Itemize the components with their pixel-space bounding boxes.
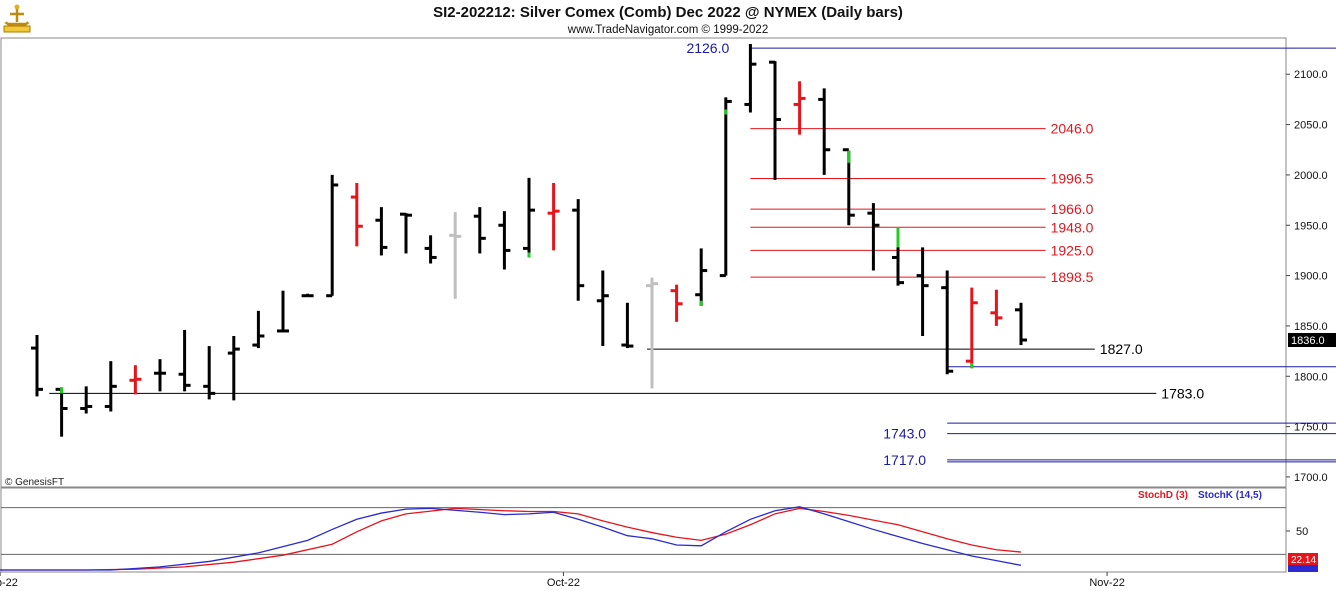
price-bar — [154, 359, 166, 392]
price-bar — [818, 88, 831, 175]
price-bar — [80, 386, 93, 414]
price-bar — [473, 207, 486, 254]
price-tick-label: 1950.0 — [1294, 220, 1328, 232]
stoch-series-line — [0, 506, 1022, 571]
price-tick-label: 1850.0 — [1294, 321, 1328, 333]
price-tick-label: 1700.0 — [1294, 472, 1328, 484]
price-bar — [646, 277, 658, 389]
stochastic-panel — [0, 487, 1287, 573]
level-label: 1966.0 — [1051, 201, 1094, 217]
level-label: 1996.5 — [1051, 170, 1094, 186]
date-tick-label: Oct-22 — [547, 577, 580, 589]
date-tick-label: Sep-22 — [0, 577, 18, 589]
date-tick-label: Nov-22 — [1089, 577, 1124, 589]
level-label: 1827.0 — [1100, 341, 1143, 357]
level-label: 1717.0 — [883, 452, 926, 468]
price-bar — [277, 290, 289, 333]
last-price-badge — [1288, 333, 1336, 348]
price-bar — [572, 199, 585, 301]
price-tick-label: 1750.0 — [1294, 422, 1328, 434]
price-axis: 2100.0 2050.0 2000.0 1950.0 1900.0 1850.0 1800… — [1286, 69, 1336, 484]
price-bar — [965, 287, 978, 369]
level-label: 2046.0 — [1051, 121, 1094, 137]
price-tick-label: 1800.0 — [1294, 371, 1328, 383]
price-bar — [892, 228, 904, 286]
price-bar — [498, 211, 511, 270]
price-bar — [695, 248, 708, 306]
price-bar — [178, 329, 191, 392]
level-label: 1743.0 — [883, 426, 926, 442]
stochastic-axis: 50 22.14 — [1286, 526, 1318, 572]
level-label: 2126.0 — [686, 40, 729, 56]
price-bar — [916, 247, 929, 336]
price-bar — [252, 310, 265, 349]
stoch-k-badge — [1288, 565, 1318, 572]
price-bar — [941, 270, 954, 375]
price-bar — [596, 270, 609, 347]
price-bar — [744, 44, 757, 113]
chart-subtitle: www.TradeNavigator.com © 1999-2022 — [567, 24, 768, 36]
genesis-watermark: © GenesisFT — [5, 477, 64, 488]
stoch-value-label: 22.14 — [1291, 555, 1316, 566]
level-label: 1898.5 — [1051, 269, 1094, 285]
price-bar — [375, 207, 388, 256]
stoch-tick-label: 50 — [1296, 526, 1308, 538]
price-bar — [326, 174, 339, 298]
level-label: 1948.0 — [1051, 219, 1094, 235]
price-bar — [793, 81, 806, 135]
price-bar — [424, 235, 437, 264]
price-panel — [0, 37, 1287, 488]
price-bar — [129, 365, 142, 395]
price-tick-label: 2050.0 — [1294, 120, 1328, 132]
legend-stoch-d: StochD (3) — [1138, 490, 1188, 501]
price-tick-label: 2000.0 — [1294, 170, 1328, 182]
price-bar — [449, 212, 462, 299]
price-bar — [547, 182, 560, 251]
trade-navigator-logo-icon — [3, 4, 31, 33]
price-bar — [55, 387, 68, 437]
level-label: 1925.0 — [1051, 242, 1094, 258]
level-label: 1783.0 — [1161, 385, 1204, 401]
price-bar — [523, 177, 535, 258]
price-bar — [719, 97, 732, 278]
stoch-d-badge — [1288, 553, 1318, 565]
date-axis: Sep-22 Oct-22 Nov-22 — [0, 572, 1125, 589]
price-bar — [104, 361, 117, 412]
last-price-label: 1836.0 — [1291, 335, 1325, 347]
price-bar — [1015, 302, 1027, 346]
price-tick-label: 2100.0 — [1294, 69, 1328, 81]
price-bar — [621, 302, 634, 349]
price-bar — [203, 346, 216, 400]
price-bars — [31, 44, 1027, 437]
price-bar — [301, 293, 314, 298]
chart-title: SI2-202212: Silver Comex (Comb) Dec 2022… — [433, 4, 903, 21]
price-bar — [867, 203, 880, 271]
stoch-series-line — [0, 507, 1022, 571]
price-tick-label: 1900.0 — [1294, 271, 1328, 283]
price-bar — [31, 334, 43, 397]
stochastic-lines: StochD (3) StochK (14,5) — [0, 490, 1286, 571]
price-bar — [842, 148, 855, 226]
price-bar — [350, 182, 363, 247]
price-bar — [400, 212, 412, 254]
price-bar — [769, 60, 781, 180]
logo — [3, 4, 31, 33]
legend-stoch-k: StochK (14,5) — [1198, 490, 1262, 501]
price-bar — [227, 335, 240, 401]
price-bar — [670, 284, 683, 322]
price-bar — [990, 289, 1003, 326]
